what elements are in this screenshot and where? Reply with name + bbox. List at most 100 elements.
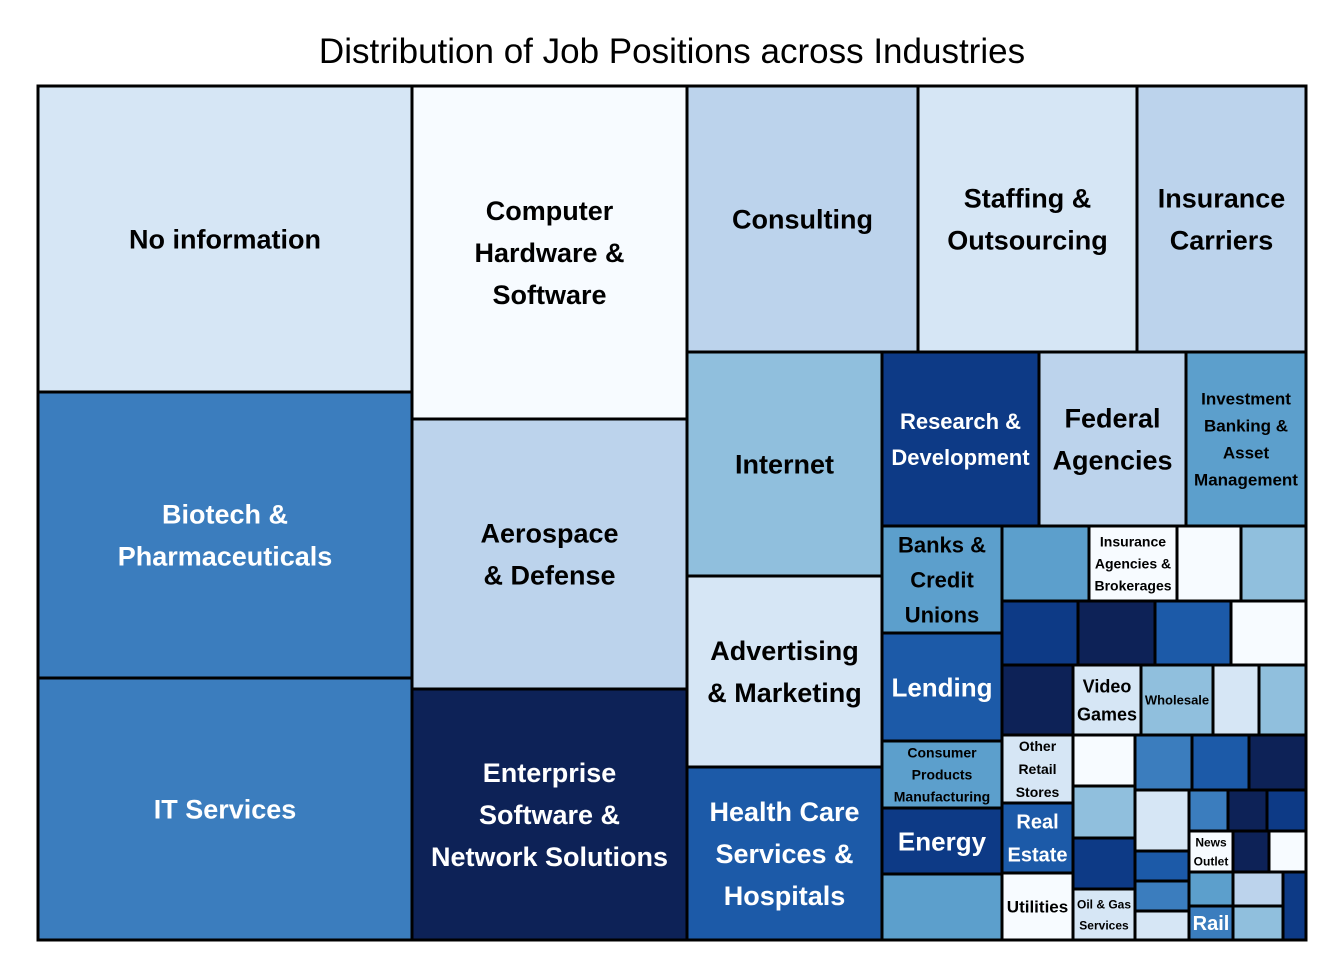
tile-rect <box>685 574 884 769</box>
tile-energy: Energy <box>880 806 1004 876</box>
tile-oil-and-gas-services: Oil & Gas Services <box>1071 887 1137 942</box>
tile-rail: Rail <box>1187 904 1235 942</box>
tile-unlabeled-37 <box>1071 784 1137 840</box>
tile-rect <box>1187 870 1235 908</box>
tile-unlabeled-57 <box>1231 904 1285 942</box>
tile-rect <box>410 417 689 691</box>
tile-rect <box>1133 788 1191 853</box>
tile-rect <box>36 84 414 394</box>
tile-rect <box>1000 663 1075 737</box>
tile-rect <box>1239 524 1308 603</box>
tile-rect <box>916 84 1139 354</box>
tile-rect <box>1231 904 1285 942</box>
tile-label: Research & Development <box>891 409 1030 470</box>
tile-label: Rail <box>1193 913 1230 935</box>
tile-label: Insurance Carriers <box>1158 184 1286 256</box>
tile-unlabeled-32 <box>1257 663 1308 737</box>
tile-label: Staffing & Outsourcing <box>947 184 1108 256</box>
tile-lending: Lending <box>880 631 1004 743</box>
tile-federal-agencies: Federal Agencies <box>1037 350 1188 528</box>
tile-label: Real Estate <box>1007 812 1067 867</box>
tile-label: Federal Agencies <box>1052 404 1172 476</box>
tile-rect <box>1071 733 1137 788</box>
tile-consulting: Consulting <box>685 84 920 354</box>
tile-label: Aerospace & Defense <box>480 519 618 591</box>
tile-label: Utilities <box>1007 898 1068 917</box>
tile-aerospace-and-defense: Aerospace & Defense <box>410 417 689 691</box>
tile-investment-banking-and-asset-management: Investment Banking & Asset Management <box>1184 350 1308 528</box>
tile-unlabeled-47 <box>1187 788 1230 833</box>
tile-rect <box>1229 599 1308 667</box>
tile-unlabeled-44 <box>1133 849 1191 883</box>
tile-unlabeled-31 <box>1211 663 1261 737</box>
tile-rect <box>1076 599 1157 667</box>
tile-rect <box>880 524 1004 635</box>
tile-unlabeled-22 <box>1175 524 1243 603</box>
tile-rect <box>1257 663 1308 737</box>
tile-unlabeled-20 <box>1000 524 1091 603</box>
tile-label: News Outlet <box>1194 835 1229 868</box>
tile-unlabeled-46 <box>1133 909 1191 942</box>
tile-banks-and-credit-unions: Banks & Credit Unions <box>880 524 1004 635</box>
tile-wholesale: Wholesale <box>1139 663 1215 737</box>
tile-rect <box>1000 524 1091 603</box>
tile-unlabeled-48 <box>1226 788 1269 833</box>
tile-utilities: Utilities <box>1000 871 1075 942</box>
tile-rect <box>1231 870 1285 908</box>
tile-rect <box>1267 829 1308 874</box>
tile-rect <box>1133 909 1191 942</box>
tile-unlabeled-51 <box>1231 829 1271 874</box>
tile-consumer-products-manufacturing: Consumer Products Manufacturing <box>880 739 1004 810</box>
tile-unlabeled-23 <box>1239 524 1308 603</box>
tile-label: Enterprise Software & Network Solutions <box>431 758 668 872</box>
tile-unlabeled-36 <box>1071 733 1137 788</box>
tile-rect <box>36 676 414 942</box>
tile-insurance-agencies-and-brokerages: Insurance Agencies & Brokerages <box>1087 524 1179 603</box>
tile-unlabeled-45 <box>1133 879 1191 913</box>
tile-label: Consulting <box>732 205 873 235</box>
tile-rect <box>1187 788 1230 833</box>
tile-unlabeled-27 <box>1229 599 1308 667</box>
tile-label: Lending <box>891 672 992 702</box>
tile-rect <box>1281 870 1308 942</box>
tile-enterprise-software-and-network-solutions: Enterprise Software & Network Solutions <box>410 687 689 942</box>
tile-rect <box>1037 350 1188 528</box>
tile-rect <box>36 390 414 680</box>
tile-rect <box>685 765 884 942</box>
tile-unlabeled-54 <box>1231 870 1285 908</box>
tile-unlabeled-24 <box>1000 599 1080 667</box>
tile-rect <box>1153 599 1233 667</box>
tile-rect <box>1133 849 1191 883</box>
tile-rect <box>1187 904 1235 942</box>
tile-rect <box>1211 663 1261 737</box>
tile-label: Energy <box>898 826 987 856</box>
tile-unlabeled-26 <box>1153 599 1233 667</box>
tile-no-information: No information <box>36 84 414 394</box>
tile-label: Oil & Gas Services <box>1077 897 1131 932</box>
tile-unlabeled-53 <box>1187 870 1235 908</box>
tile-unlabeled-42 <box>1247 733 1308 792</box>
tile-rect <box>410 687 689 942</box>
tile-rect <box>685 350 884 578</box>
tile-health-care-services-and-hospitals: Health Care Services & Hospitals <box>685 765 884 942</box>
tile-unlabeled-49 <box>1265 788 1308 833</box>
tile-rect <box>1187 829 1235 874</box>
tile-rect <box>1087 524 1179 603</box>
tile-rect <box>1000 599 1080 667</box>
tile-advertising-and-marketing: Advertising & Marketing <box>685 574 884 769</box>
tile-rect <box>1071 784 1137 840</box>
tile-unlabeled-41 <box>1190 733 1251 792</box>
tile-other-retail-stores: Other Retail Stores <box>1000 733 1075 805</box>
tile-label: Investment Banking & Asset Management <box>1194 390 1298 490</box>
tile-rect <box>1231 829 1271 874</box>
tile-label: Internet <box>735 450 834 480</box>
tile-computer-hardware-and-software: Computer Hardware & Software <box>410 84 689 421</box>
tile-rect <box>880 631 1004 743</box>
tile-rect <box>1071 836 1137 891</box>
tile-label: Health Care Services & Hospitals <box>709 797 859 911</box>
tile-rect <box>1175 524 1243 603</box>
tile-rect <box>880 872 1004 942</box>
tile-label: Consumer Products Manufacturing <box>894 745 990 805</box>
tile-unlabeled-38 <box>1071 836 1137 891</box>
tile-label: Wholesale <box>1145 693 1209 708</box>
